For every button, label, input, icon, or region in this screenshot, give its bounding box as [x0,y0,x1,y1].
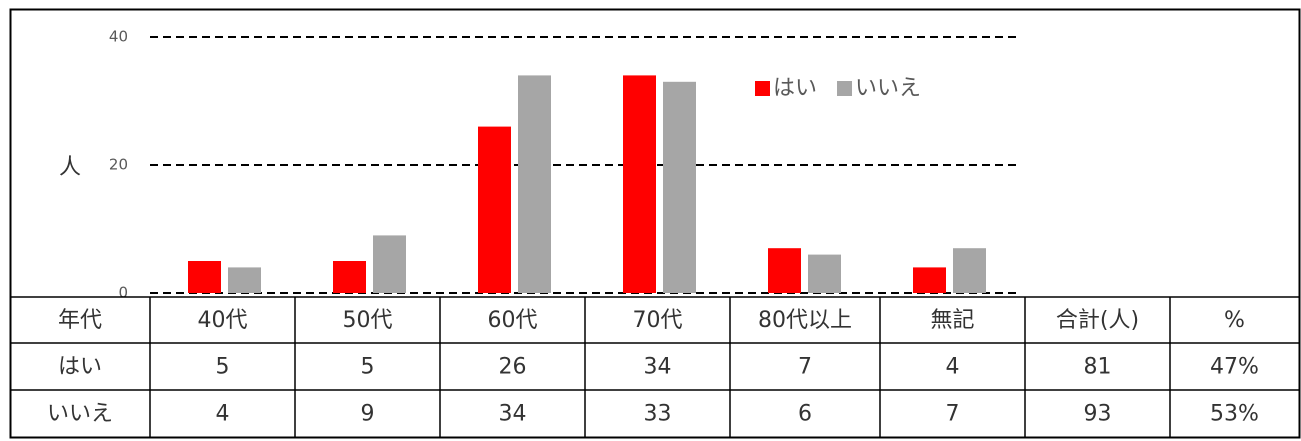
bar [333,261,366,293]
table-cell: 合計(人) [1056,308,1139,333]
table-cell: 34 [499,402,527,427]
bar [663,81,696,293]
bar [228,267,261,293]
frame [9,8,1301,439]
bar [478,126,511,293]
table-cell: 40代 [198,308,248,333]
table-cell: 5 [361,355,375,380]
table-cell: 81 [1084,355,1112,380]
bar [373,235,406,293]
bar [913,267,946,293]
table-cell: はい [58,355,102,380]
table-cell: 93 [1084,402,1112,427]
y-tick-label: 40 [109,28,128,46]
y-tick-label: 20 [109,156,128,174]
bar [623,75,656,294]
table-cell: 5 [216,355,230,380]
y-axis-label: 人 [59,155,81,180]
table-cell: 50代 [343,308,393,333]
legend-swatch [755,81,770,96]
table-cell: 80代以上 [758,308,852,333]
bar [518,75,551,294]
legend-swatch [837,81,853,96]
legend-label: いいえ [855,76,921,101]
table-cell: 70代 [633,308,683,333]
table-cell: 6 [798,402,812,427]
table-cell: 33 [644,402,672,427]
y-tick-label: 0 [118,284,128,302]
table-cell: 26 [499,355,527,380]
table-cell: いいえ [47,402,113,427]
table-cell: 年代 [58,308,102,333]
table-cell: % [1224,308,1245,333]
table-cell: 7 [798,355,812,380]
table-cell: 無記 [930,308,974,333]
table-cell: 53% [1210,402,1259,427]
table-cell: 60代 [488,308,538,333]
bar [808,254,841,293]
bar [953,248,986,293]
table-cell: 9 [361,402,375,427]
bar [188,261,221,293]
table-cell: 4 [946,355,960,380]
bar [768,248,801,293]
legend-label: はい [773,76,817,101]
table-cell: 4 [216,402,230,427]
table-cell: 47% [1210,355,1259,380]
table-cell: 7 [946,402,960,427]
table-cell: 34 [644,355,672,380]
